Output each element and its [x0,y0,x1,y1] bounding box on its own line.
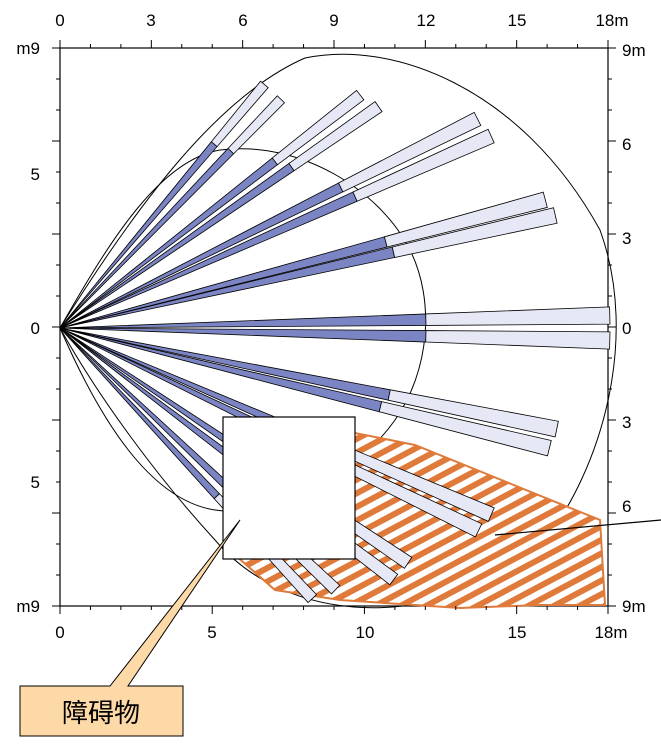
beam-far-zone [378,401,552,457]
beam-far-zone [271,89,365,166]
beam-far-zone [383,191,548,248]
beam-group [59,80,611,604]
top-tick-label: 12 [417,11,436,30]
bottom-tick-label: 10 [356,623,375,642]
right-tick-label: 3 [622,229,631,248]
bottom-tick-label: 5 [207,623,216,642]
beam-far-zone [288,101,383,172]
right-tick-label: 6 [622,135,631,154]
right-tick-label: 0 [622,319,631,338]
right-tick-label: 6 [622,497,631,516]
top-tick-label: 3 [146,11,155,30]
bottom-tick-label: 15 [508,623,527,642]
beam-near-zone [59,147,235,329]
top-tick-label: 0 [55,11,64,30]
hatch-pointer-line [494,519,661,536]
beam-far-zone [337,111,482,193]
inner-coverage-outline [59,148,427,512]
outer-coverage-outline [59,53,617,609]
beam-near-zone [59,182,344,329]
top-tick-label: 6 [238,11,247,30]
beam-far-zone [425,330,611,350]
beam-far-zone [425,306,611,326]
top-tick-label: 9 [329,11,338,30]
beam-far-zone [391,207,558,258]
beam-far-zone [387,389,559,438]
beam-near-zone [59,236,388,329]
left-tick-label: m9 [16,39,40,58]
beam-far-zone [210,80,269,148]
obstacle-box [222,416,356,560]
callout-label: 障碍物 [62,699,140,729]
left-tick-label: 0 [31,319,40,338]
left-tick-label: 5 [31,165,40,184]
left-tick-label: 5 [31,473,40,492]
left-tick-label: m9 [16,597,40,616]
top-tick-label: 15 [508,11,527,30]
right-tick-label: 3 [622,413,631,432]
beam-near-zone [59,327,238,497]
axis-ticks [52,40,616,614]
right-tick-label: 9m [622,597,646,616]
bottom-tick-label: 0 [55,623,64,642]
top-tick-label: 18m [595,11,628,30]
bottom-tick-label: 18m [594,623,627,642]
beam-far-zone [227,95,286,155]
right-tick-label: 9m [622,41,646,60]
beam-far-zone [352,128,495,202]
obstacle-callout [19,519,241,737]
